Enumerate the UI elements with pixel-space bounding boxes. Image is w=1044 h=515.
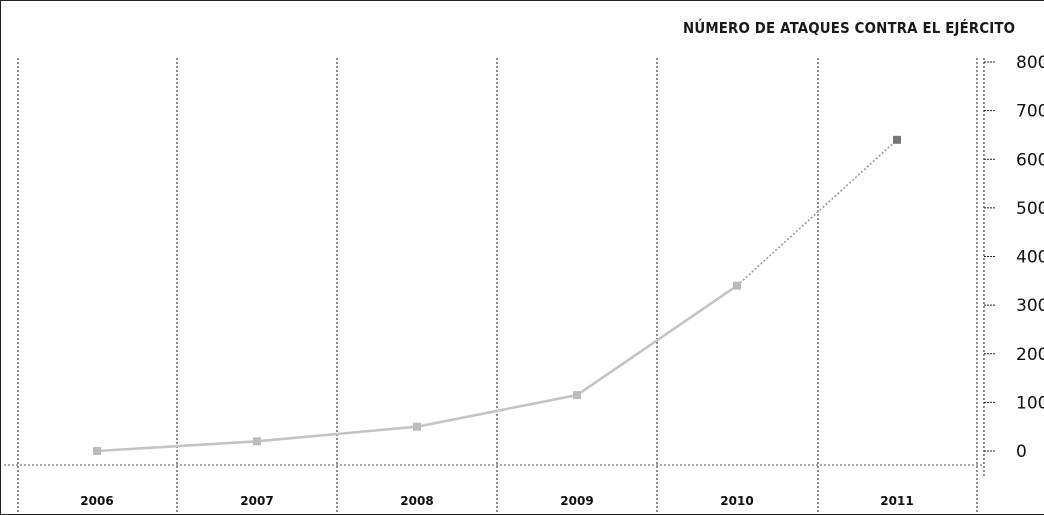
ytick-label-700: 700 <box>1016 102 1044 122</box>
xtick-label-2008: 2008 <box>400 494 433 508</box>
data-point-2007 <box>253 437 261 446</box>
chart-title: NÚMERO DE ATAQUES CONTRA EL EJÉRCITO <box>683 19 1016 37</box>
ytick-label-200: 200 <box>1016 345 1044 365</box>
ytick-label-800: 800 <box>1016 53 1044 73</box>
ytick-label-0: 0 <box>1016 442 1027 462</box>
series-line-projection <box>736 139 898 287</box>
xtick-label-2009: 2009 <box>560 494 593 508</box>
ytick-label-300: 300 <box>1016 296 1044 316</box>
data-point-2008 <box>413 422 421 431</box>
xtick-label-2007: 2007 <box>240 494 273 508</box>
data-point-2006 <box>93 447 101 455</box>
xtick-label-2011: 2011 <box>880 494 913 508</box>
xtick-label-2010: 2010 <box>720 494 753 508</box>
data-point-2010 <box>733 281 741 290</box>
ytick-label-600: 600 <box>1016 150 1044 170</box>
ytick-label-400: 400 <box>1016 248 1044 268</box>
ytick-label-500: 500 <box>1016 199 1044 219</box>
data-point-2009 <box>573 391 581 400</box>
data-point-2011 <box>893 135 901 144</box>
xtick-label-2006: 2006 <box>80 494 113 508</box>
ytick-label-100: 100 <box>1016 393 1044 413</box>
